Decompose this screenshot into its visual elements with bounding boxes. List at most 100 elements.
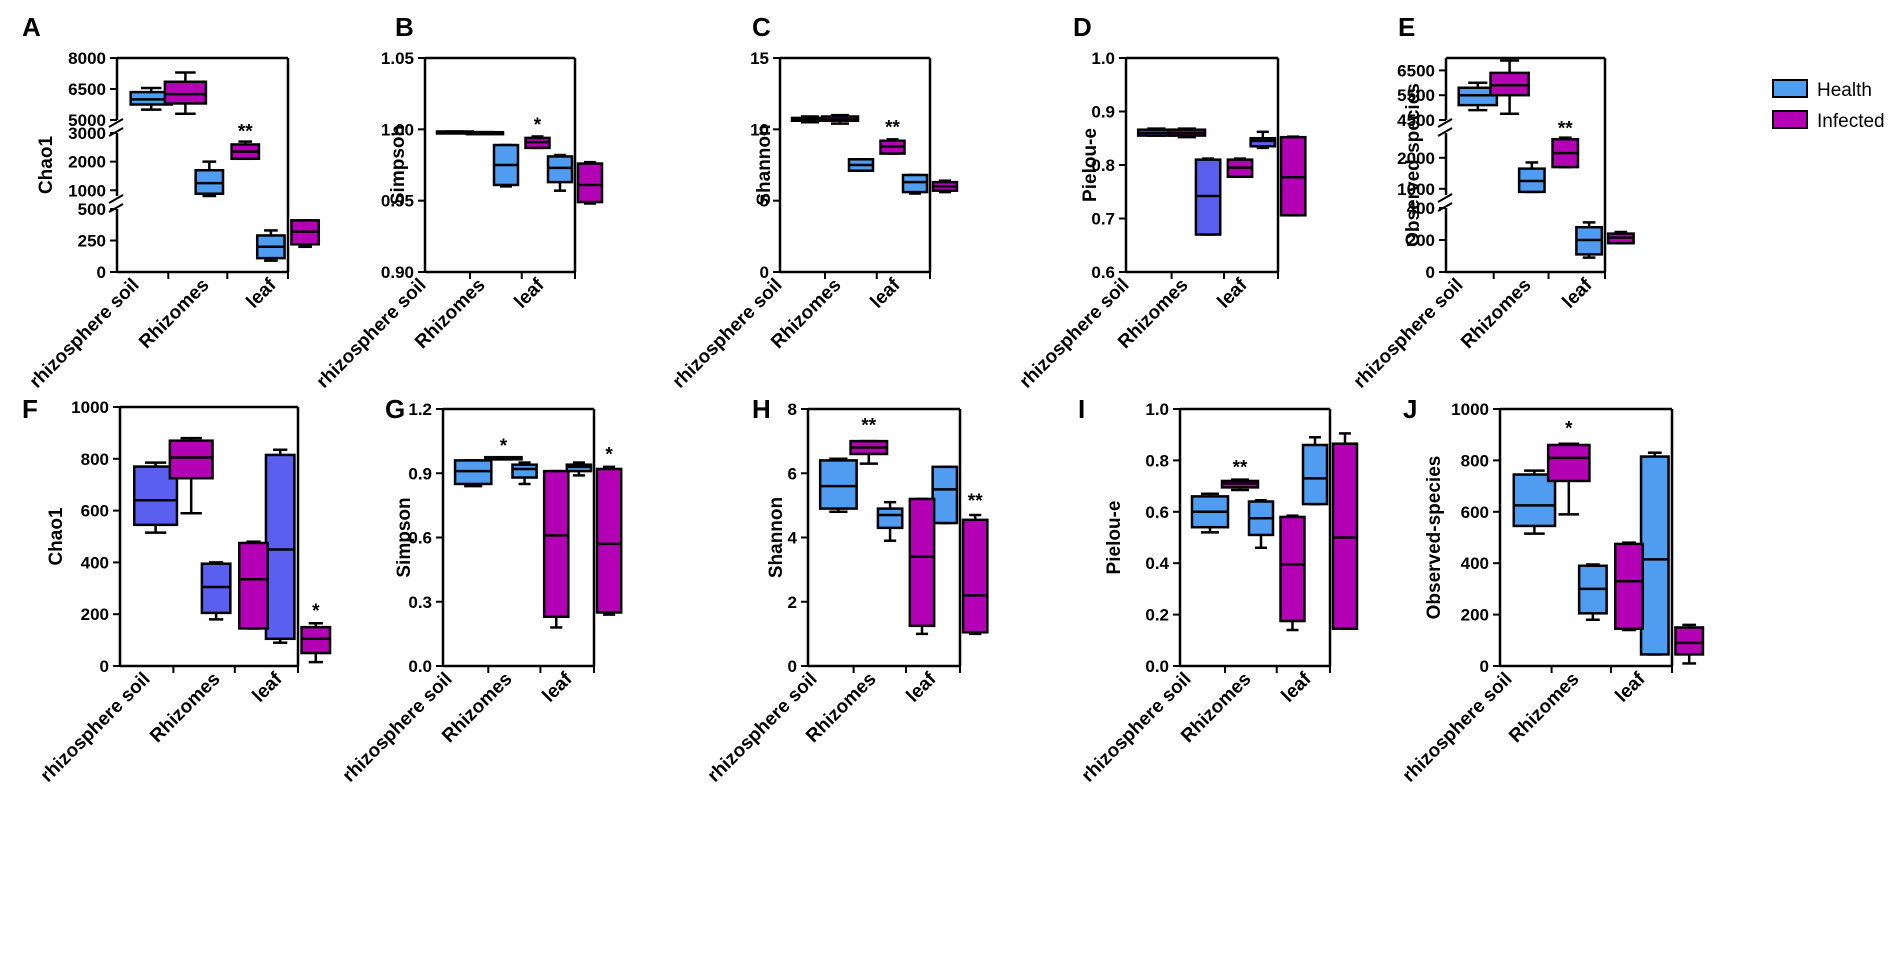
y-tick-label: 1.00 [381, 120, 414, 139]
y-tick-label: 0.8 [1091, 156, 1115, 175]
y-tick-label: 2000 [68, 153, 106, 172]
box-health-leaf [1301, 436, 1329, 506]
axis-break-mark [1437, 193, 1453, 203]
y-tick-label: 0.7 [1091, 210, 1115, 229]
box-infected-rhizomes [542, 469, 570, 629]
significance-label: * [312, 601, 320, 622]
box-infected-rhizomes [1551, 136, 1580, 169]
box-infected-rhizomes [238, 540, 269, 630]
box-health-rhizosphere-soil [453, 459, 493, 488]
box-health-rhizomes [194, 160, 225, 198]
chart-panel-i: I Pielou-e 0.0 0.2 0.4 0.6 0.8 1.0 rhizosphere s… [1078, 394, 1359, 787]
box-body [300, 625, 332, 655]
y-tick-label: 4500 [1397, 111, 1435, 130]
y-tick-label: 1.0 [1145, 400, 1169, 419]
x-category-label: leaf [1612, 668, 1650, 706]
box-body [542, 469, 570, 618]
panel-letter: B [395, 12, 414, 42]
y-tick-label: 6500 [68, 80, 106, 99]
box-body [818, 459, 858, 510]
y-tick-label: 3000 [68, 124, 106, 143]
box-infected-rhizomes [230, 140, 261, 161]
significance-label: ** [238, 121, 253, 142]
panel-letter: D [1073, 12, 1092, 42]
y-tick-label: 250 [78, 232, 106, 251]
box-body [264, 453, 296, 641]
box-body [901, 173, 929, 194]
box-health-rhizomes [847, 158, 875, 172]
box-body [1279, 515, 1306, 623]
y-tick-label: 0.95 [381, 192, 414, 211]
x-category-label: leaf [511, 274, 549, 312]
y-tick-label: 0.6 [1091, 263, 1115, 282]
box-infected-leaf [300, 622, 332, 664]
box-body [876, 507, 904, 530]
panel-letter: J [1403, 394, 1417, 424]
box-infected-rhizomes [1279, 514, 1306, 632]
axis-break-mark [108, 118, 124, 128]
box-body [238, 541, 269, 630]
y-tick-label: 0.6 [408, 529, 432, 548]
box-body [546, 155, 574, 184]
box-health-leaf [264, 448, 296, 644]
x-category-label: leaf [1278, 668, 1316, 706]
x-category-label: leaf [243, 274, 281, 312]
box-body [1546, 443, 1591, 483]
y-tick-label: 0.3 [408, 593, 432, 612]
box-body [1331, 442, 1359, 630]
y-tick-label: 0 [1426, 263, 1435, 282]
x-category-label: leaf [249, 668, 287, 706]
box-body [200, 562, 232, 615]
y-axis-label: Simpson [394, 497, 415, 577]
y-tick-label: 0.0 [408, 657, 432, 676]
box-health-rhizomes [876, 500, 904, 542]
y-tick-label: 600 [1461, 503, 1489, 522]
y-axis-label: Chao1 [36, 136, 57, 195]
x-category-label: leaf [1559, 274, 1597, 312]
y-axis-label: Pielou-e [1104, 501, 1125, 575]
box-infected-leaf [290, 219, 321, 249]
box-infected-rhizosphere-soil [820, 113, 860, 125]
y-tick-label: 600 [81, 502, 109, 521]
y-axis-label: Simpson [388, 125, 409, 205]
box-infected-rhizosphere-soil [1546, 442, 1591, 516]
box-health-leaf [901, 173, 929, 195]
box-body [576, 162, 604, 204]
y-tick-label: 0.6 [1145, 503, 1169, 522]
y-tick-label: 200 [81, 605, 109, 624]
significance-label: * [534, 115, 542, 136]
box-body [1512, 473, 1557, 528]
x-category-label: leaf [903, 668, 941, 706]
y-axis-label: Shannon [754, 124, 775, 205]
x-category-label: Rhizomes [1457, 275, 1535, 353]
x-category-label: rhizosphere soil [1016, 275, 1134, 393]
significance-label: ** [861, 415, 876, 436]
box-infected-leaf [1279, 135, 1307, 217]
box-infected-leaf [1674, 623, 1705, 665]
y-tick-label: 0 [1480, 657, 1489, 676]
box-health-rhizomes [200, 561, 232, 621]
box-body [1639, 455, 1670, 656]
box-infected-rhizomes [524, 135, 551, 150]
chart-panel-j: J Observed-species 0 200 400 600 800 1000 rhizos… [1399, 394, 1705, 787]
box-health-leaf [931, 465, 959, 525]
box-infected-leaf [1606, 230, 1635, 245]
box-infected-rhizosphere-soil [849, 439, 889, 465]
box-infected-rhizosphere-soil [168, 436, 214, 515]
x-category-label: leaf [867, 274, 905, 312]
box-health-rhizomes [492, 143, 520, 188]
y-tick-label: 2 [788, 593, 797, 612]
x-category-label: rhizosphere soil [37, 669, 155, 787]
y-tick-label: 0 [788, 657, 797, 676]
y-tick-label: 10 [750, 120, 769, 139]
box-infected-rhizosphere-soil [1489, 59, 1530, 116]
y-tick-label: 0.8 [1145, 451, 1169, 470]
x-category-label: rhizosphere soil [1350, 275, 1468, 393]
axis-break-mark [1437, 127, 1453, 137]
y-tick-label: 0 [760, 263, 769, 282]
axis-break-mark [108, 194, 124, 204]
chart-panel-d: D Pielou-e 0.6 0.7 0.8 0.9 1.0 rhizosphere soil… [1016, 12, 1307, 393]
x-category-label: rhizosphere soil [26, 275, 144, 393]
